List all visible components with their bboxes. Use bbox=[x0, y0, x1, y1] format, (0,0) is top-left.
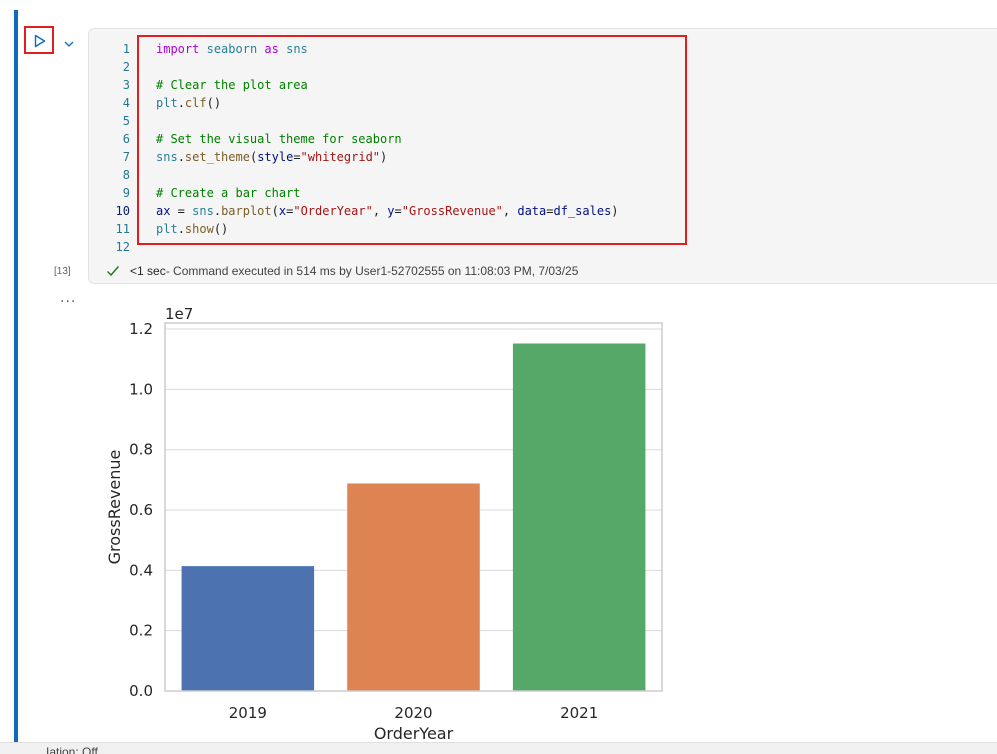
code-token: () bbox=[206, 96, 222, 110]
code-token: data bbox=[517, 204, 547, 218]
y-tick-label: 0.6 bbox=[129, 501, 153, 519]
code-line-2: 2 bbox=[112, 58, 619, 76]
code-token: import bbox=[156, 42, 200, 56]
code-token: plt bbox=[156, 222, 178, 236]
line-number: 7 bbox=[122, 150, 130, 164]
code-token: , bbox=[372, 204, 388, 218]
active-cell-indicator bbox=[14, 10, 18, 742]
code-editor[interactable]: 1 import seaborn as sns 2 3 # Clear the … bbox=[112, 40, 619, 256]
x-tick-label: 2020 bbox=[394, 704, 432, 722]
code-line-11: 11 plt.show() bbox=[112, 220, 619, 238]
code-token: barplot bbox=[221, 204, 272, 218]
status-bar-text: ...Iation: Off bbox=[36, 745, 98, 754]
line-number: 12 bbox=[115, 240, 130, 254]
code-token: = bbox=[394, 204, 402, 218]
code-token: style bbox=[257, 150, 294, 164]
code-line-9: 9 # Create a bar chart bbox=[112, 184, 619, 202]
y-tick-label: 0.0 bbox=[129, 682, 153, 700]
code-line-6: 6 # Set the visual theme for seaborn bbox=[112, 130, 619, 148]
code-token: = bbox=[293, 150, 301, 164]
collapse-cell-button[interactable] bbox=[62, 36, 76, 55]
code-token: show bbox=[184, 222, 214, 236]
execution-message: - Command executed in 514 ms by User1-52… bbox=[165, 264, 579, 278]
code-line-8: 8 bbox=[112, 166, 619, 184]
y-axis-label: GrossRevenue bbox=[105, 450, 124, 565]
code-token: seaborn bbox=[206, 42, 258, 56]
execution-duration: <1 sec bbox=[130, 264, 166, 278]
code-token: = bbox=[546, 204, 554, 218]
code-cell[interactable] bbox=[88, 28, 997, 284]
code-token: "OrderYear" bbox=[293, 204, 373, 218]
code-token: plt bbox=[156, 96, 178, 110]
code-token: ax bbox=[156, 204, 171, 218]
code-comment: # Set the visual theme for seaborn bbox=[156, 132, 402, 146]
code-token: = bbox=[170, 204, 193, 218]
code-token: = bbox=[286, 204, 294, 218]
bar-2020 bbox=[347, 483, 480, 691]
code-line-3: 3 # Clear the plot area bbox=[112, 76, 619, 94]
x-tick-label: 2021 bbox=[560, 704, 598, 722]
code-line-12: 12 bbox=[112, 238, 619, 256]
chevron-down-icon bbox=[64, 41, 74, 47]
code-line-1: 1 import seaborn as sns bbox=[112, 40, 619, 58]
line-number: 6 bbox=[122, 132, 130, 146]
code-token: as bbox=[264, 42, 279, 56]
code-token: , bbox=[502, 204, 518, 218]
run-cell-button[interactable] bbox=[24, 26, 54, 54]
y-tick-label: 0.8 bbox=[129, 441, 153, 459]
code-token: ( bbox=[249, 150, 258, 164]
code-line-10: 10 ax = sns.barplot(x="OrderYear", y="Gr… bbox=[112, 202, 619, 220]
x-axis-label: OrderYear bbox=[374, 724, 454, 743]
code-token: sns bbox=[192, 204, 214, 218]
code-token: df_sales bbox=[553, 204, 612, 218]
code-token: ( bbox=[271, 204, 279, 218]
line-number: 10 bbox=[115, 204, 130, 218]
execution-status: <1 sec - Command executed in 514 ms by U… bbox=[106, 264, 578, 278]
x-tick-label: 2019 bbox=[229, 704, 267, 722]
line-number: 3 bbox=[122, 78, 130, 92]
y-tick-label: 1.2 bbox=[129, 320, 153, 338]
code-highlight-box bbox=[137, 35, 687, 245]
play-icon bbox=[34, 34, 46, 48]
line-number: 11 bbox=[115, 222, 130, 236]
code-token: ) bbox=[611, 204, 619, 218]
execution-count: [13] bbox=[54, 266, 71, 277]
plot-frame bbox=[164, 322, 663, 692]
code-token: () bbox=[213, 222, 229, 236]
code-token: clf bbox=[184, 96, 207, 110]
y-tick-label: 1.0 bbox=[129, 380, 153, 398]
code-token: y bbox=[387, 204, 395, 218]
line-number: 2 bbox=[122, 60, 130, 74]
code-line-7: 7 sns.set_theme(style="whitegrid") bbox=[112, 148, 619, 166]
line-number: 4 bbox=[122, 96, 130, 110]
code-token: sns bbox=[156, 150, 178, 164]
bar-chart: 0.0 0.2 0.4 0.6 0.8 1.0 1.2 2019 2020 2021 1e7 Orde… bbox=[100, 300, 680, 745]
code-token: ) bbox=[380, 150, 388, 164]
y-tick-label: 0.4 bbox=[129, 561, 153, 579]
y-offset-text: 1e7 bbox=[165, 305, 193, 323]
code-token: set_theme bbox=[184, 150, 250, 164]
code-token: "whitegrid" bbox=[300, 150, 381, 164]
chart-svg: 0.0 0.2 0.4 0.6 0.8 1.0 1.2 2019 2020 2021 1e7 Orde… bbox=[105, 305, 663, 743]
line-number: 5 bbox=[122, 114, 130, 128]
line-number: 1 bbox=[122, 42, 130, 56]
line-number: 9 bbox=[122, 186, 130, 200]
bar-2019 bbox=[181, 566, 315, 691]
status-bar: ...Iation: Off bbox=[0, 742, 997, 754]
line-number: 8 bbox=[122, 168, 130, 182]
code-line-5: 5 bbox=[112, 112, 619, 130]
code-token: sns bbox=[286, 42, 308, 56]
output-more-button[interactable]: ... bbox=[60, 290, 77, 306]
code-comment: # Create a bar chart bbox=[156, 186, 301, 200]
code-line-4: 4 plt.clf() bbox=[112, 94, 619, 112]
code-token: "GrossRevenue" bbox=[401, 204, 503, 218]
bar-2021 bbox=[512, 343, 646, 691]
y-tick-label: 0.2 bbox=[129, 622, 153, 640]
code-token: x bbox=[278, 204, 287, 218]
checkmark-icon bbox=[107, 266, 120, 277]
code-comment: # Clear the plot area bbox=[156, 78, 308, 92]
